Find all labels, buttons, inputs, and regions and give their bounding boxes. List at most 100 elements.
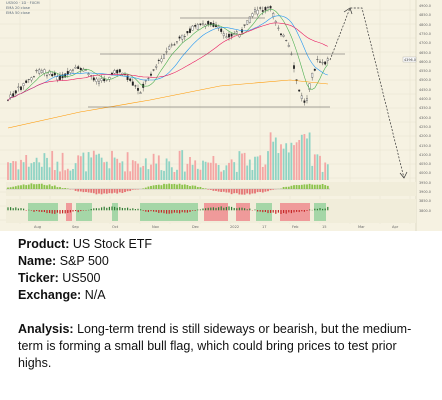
volume-bar xyxy=(72,168,74,180)
price-chart-canvas[interactable]: 4396.0 xyxy=(0,0,442,231)
stock-chart[interactable]: 4396.0 US500 · 1D · FXCM EMA 20 close EM… xyxy=(0,0,442,231)
candle-body xyxy=(183,36,186,37)
candle-body xyxy=(186,31,189,34)
volume-bar xyxy=(92,150,95,180)
oscillator-bar xyxy=(66,188,69,189)
time-axis[interactable]: Aug Sep Oct Nov Dec 2022 17 Feb 15 Mar Apr xyxy=(0,224,420,231)
regime-bar xyxy=(158,210,160,213)
price-tick-label: 4450.0 xyxy=(419,87,431,92)
regime-bar xyxy=(322,208,324,211)
volume-bar xyxy=(324,162,327,180)
volume-bar xyxy=(272,141,275,180)
candle-body xyxy=(264,7,267,11)
volume-bar xyxy=(51,150,54,180)
oscillator-bar xyxy=(116,189,119,194)
candle-body xyxy=(20,86,22,90)
oscillator-bar xyxy=(196,187,199,189)
oscillator-bar xyxy=(105,189,108,194)
volume-bar xyxy=(82,152,85,180)
volume-bar xyxy=(290,142,293,180)
volume-bar xyxy=(142,165,145,180)
regime-bar xyxy=(111,206,113,211)
regime-bar xyxy=(257,210,259,212)
regime-bar xyxy=(316,208,318,211)
volume-bar xyxy=(181,150,184,180)
candle-body xyxy=(277,27,280,29)
regime-bar xyxy=(46,210,48,214)
candle-body xyxy=(147,77,150,79)
oscillator-bar xyxy=(126,189,129,192)
oscillator-bar xyxy=(316,184,319,189)
volume-bar xyxy=(285,143,288,180)
regime-bar xyxy=(77,210,79,213)
oscillator-bar xyxy=(233,189,236,194)
volume-bar xyxy=(316,154,319,180)
volume-bar xyxy=(202,160,204,180)
oscillator-bar xyxy=(165,184,168,189)
regime-bar xyxy=(173,210,175,213)
regime-block xyxy=(28,203,58,221)
regime-bar xyxy=(129,208,131,211)
projection-path xyxy=(329,7,405,179)
volume-bar xyxy=(295,142,298,180)
candle-body xyxy=(168,46,171,50)
regime-bar xyxy=(202,208,204,211)
ema-slow-line xyxy=(7,79,329,129)
oscillator-bar xyxy=(163,183,165,189)
regime-bar xyxy=(277,210,279,213)
volume-bar xyxy=(9,162,12,180)
regime-bar xyxy=(197,209,199,211)
oscillator-bar xyxy=(160,185,163,189)
candle-body xyxy=(74,67,77,69)
oscillator-bar xyxy=(27,184,30,189)
volume-bar xyxy=(147,169,150,180)
volume-bar xyxy=(256,156,259,180)
regime-bar xyxy=(7,207,9,211)
candle-body xyxy=(87,73,90,75)
candle-body xyxy=(139,92,142,94)
volume-bar xyxy=(282,148,285,180)
regime-bar xyxy=(56,210,58,213)
candle-body xyxy=(254,9,256,13)
regime-bar xyxy=(319,208,321,211)
oscillator-bar xyxy=(56,187,59,189)
candle-body xyxy=(51,74,54,77)
oscillator-bar xyxy=(256,189,259,193)
candle-body xyxy=(202,23,204,25)
regime-bar xyxy=(15,207,17,211)
regime-bar xyxy=(262,210,264,213)
volume-bar xyxy=(196,168,199,180)
oscillator-bar xyxy=(251,189,254,194)
volume-bar xyxy=(233,162,236,180)
candle-body xyxy=(243,24,246,26)
price-axis[interactable]: 4900.0 4850.0 4800.0 4750.0 4700.0 4650.0 4600… xyxy=(416,0,442,231)
price-tick-label: 4750.0 xyxy=(419,31,431,36)
candle-body xyxy=(152,69,155,71)
regime-bar xyxy=(241,207,243,211)
candle-body xyxy=(308,83,311,90)
price-tick-label: 4300.0 xyxy=(419,115,431,120)
regime-bar xyxy=(150,210,152,212)
candle-body xyxy=(131,81,134,86)
oscillator-bar xyxy=(131,189,134,190)
regime-bar xyxy=(147,210,149,213)
oscillator-bar xyxy=(243,189,246,195)
oscillator-bar xyxy=(189,186,191,189)
volume-bar xyxy=(326,164,329,180)
candle-body xyxy=(217,26,220,29)
candle-body xyxy=(66,71,69,75)
oscillator-bar xyxy=(35,184,38,189)
volume-bar xyxy=(264,164,267,180)
volume-bar xyxy=(64,170,67,180)
regime-bar xyxy=(145,210,147,212)
candle-body xyxy=(43,69,46,74)
volume-bar xyxy=(56,161,59,180)
candle-body xyxy=(35,70,38,72)
volume-bar xyxy=(20,159,22,180)
candle-body xyxy=(324,61,327,65)
candle-body xyxy=(189,28,191,33)
oscillator-bar xyxy=(22,184,25,189)
oscillator-bar xyxy=(261,189,264,193)
regime-bar xyxy=(160,210,162,213)
regime-bar xyxy=(64,210,66,214)
